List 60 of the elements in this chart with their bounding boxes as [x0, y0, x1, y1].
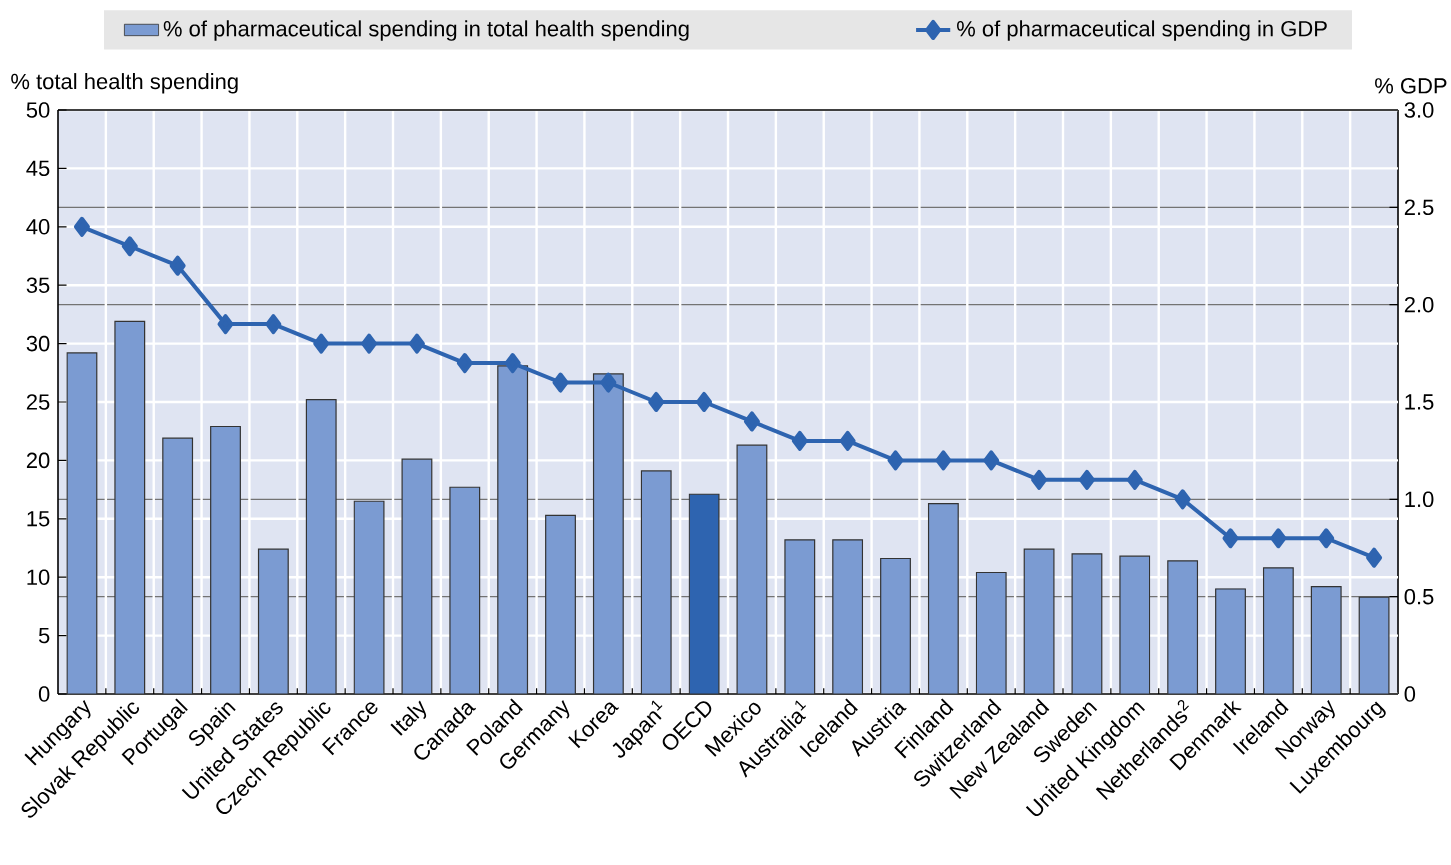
legend-label: % of pharmaceutical spending in GDP	[957, 20, 1327, 41]
y2-tick-label: 1.5	[1405, 394, 1434, 410]
point	[552, 372, 569, 393]
y-tick-label: 30	[26, 335, 50, 352]
bar	[1262, 567, 1294, 694]
y-tick-label: 50	[26, 102, 50, 118]
point	[887, 450, 904, 471]
y-tick-label: 10	[27, 569, 50, 585]
y2-tick-label: 0	[1404, 686, 1416, 702]
bar	[66, 352, 98, 694]
y2-tick-label: 2.0	[1404, 296, 1434, 313]
point	[839, 430, 856, 451]
point	[600, 372, 617, 393]
bar	[832, 539, 864, 694]
bar	[1167, 560, 1199, 694]
point	[696, 391, 713, 412]
point	[361, 333, 378, 354]
bar	[545, 514, 576, 694]
point	[1078, 469, 1095, 490]
y2-tick-label: 0.5	[1404, 588, 1434, 605]
point	[1174, 489, 1191, 510]
point	[1270, 528, 1287, 549]
point	[983, 450, 1000, 471]
y2-axis-title: % GDP	[1375, 78, 1447, 94]
point	[935, 450, 952, 471]
y-tick-label: 5	[38, 627, 50, 644]
bar	[353, 500, 385, 694]
point	[1031, 469, 1048, 490]
point	[1318, 528, 1335, 549]
point	[648, 391, 665, 412]
point	[743, 411, 760, 432]
point	[265, 314, 282, 335]
point	[313, 333, 330, 354]
y-tick-label: 45	[26, 160, 50, 177]
point	[1222, 528, 1239, 549]
point	[791, 430, 808, 451]
bar	[927, 503, 959, 694]
point	[217, 314, 234, 335]
bar	[640, 470, 672, 694]
legend-label: % of pharmaceutical spending in total health spending	[163, 20, 689, 41]
y-tick-label: 25	[26, 394, 50, 410]
bar	[1215, 588, 1246, 694]
y-tick-label: 40	[26, 219, 50, 235]
bar	[257, 548, 289, 694]
y-tick-label: 20	[26, 452, 50, 469]
point	[504, 353, 521, 374]
y-axis-title: % total health spending	[11, 73, 238, 94]
y-tick-label: 35	[26, 277, 50, 293]
y-tick-label: 0	[38, 686, 50, 702]
point	[456, 353, 473, 374]
point	[121, 236, 138, 257]
y-tick-label: 15	[27, 511, 50, 527]
point	[169, 255, 186, 276]
point	[1126, 469, 1143, 490]
y2-tick-label: 1.0	[1405, 491, 1434, 508]
point	[1366, 547, 1383, 568]
point	[408, 333, 425, 354]
y2-tick-label: 3.0	[1404, 102, 1434, 118]
y2-tick-label: 2.5	[1404, 199, 1434, 216]
point	[73, 216, 90, 237]
